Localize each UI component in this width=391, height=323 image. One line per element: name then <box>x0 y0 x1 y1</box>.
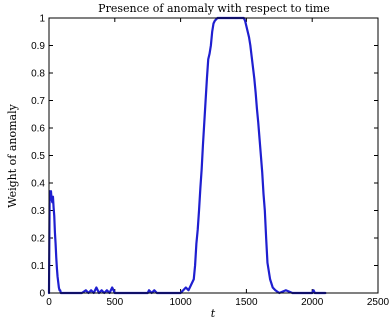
y-tick-label: 0.9 <box>31 41 45 52</box>
y-tick-label: 0.3 <box>31 206 45 217</box>
series-line <box>47 16 327 295</box>
x-tick-label: 1000 <box>169 297 192 308</box>
y-tick-label: 0.1 <box>31 261 45 272</box>
y-tick-label: 0.7 <box>31 96 45 107</box>
y-tick-label: 0 <box>39 289 45 300</box>
y-axis-ticks: 0 0.1 0.2 0.3 0.4 0.5 0.6 0.7 0.8 0.9 1 <box>31 14 378 300</box>
y-tick-label: 0.6 <box>31 124 45 135</box>
x-tick-label: 500 <box>106 297 123 308</box>
x-axis-label: t <box>211 307 216 320</box>
x-tick-label: 2000 <box>301 297 324 308</box>
y-tick-label: 0.5 <box>31 151 45 162</box>
x-axis-ticks: 0 500 1000 1500 2000 2500 <box>46 18 390 308</box>
y-tick-label: 1 <box>39 14 45 25</box>
x-tick-label: 1500 <box>235 297 258 308</box>
x-tick-label: 0 <box>46 297 52 308</box>
y-axis-label: Weight of anomaly <box>6 103 19 207</box>
chart-title: Presence of anomaly with respect to time <box>98 2 330 15</box>
y-tick-label: 0.4 <box>31 179 45 190</box>
y-tick-label: 0.2 <box>31 234 45 245</box>
plot-frame <box>48 17 379 294</box>
series-layer <box>47 16 327 295</box>
x-tick-label: 2500 <box>367 297 390 308</box>
y-tick-label: 0.8 <box>31 69 45 80</box>
